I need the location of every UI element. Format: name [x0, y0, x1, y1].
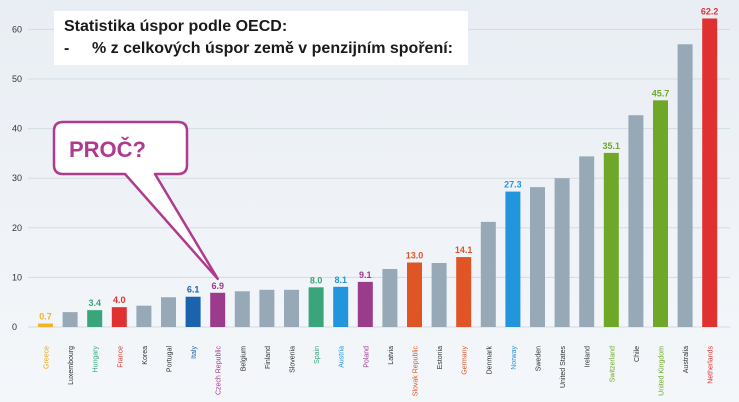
x-tick-label: Luxembourg — [68, 346, 75, 385]
bar-france — [111, 307, 127, 327]
x-tick-label: Sweden — [536, 346, 543, 371]
data-label: 35.1 — [603, 141, 621, 151]
data-label: 8.0 — [310, 275, 323, 285]
x-tick-label: Poland — [363, 346, 370, 368]
data-label: 9.1 — [359, 270, 372, 280]
data-label: 3.4 — [88, 298, 101, 308]
x-tick-label: Greece — [44, 346, 51, 369]
bar-estonia — [431, 263, 447, 327]
x-tick-label: Denmark — [486, 346, 493, 375]
data-label: 6.1 — [187, 285, 200, 295]
x-tick-label: France — [117, 346, 124, 368]
x-tick-label: Czech Republic — [216, 346, 223, 396]
data-label: 4.0 — [113, 295, 126, 305]
callout-text: PROČ? — [69, 137, 146, 162]
data-label: 13.0 — [406, 251, 424, 261]
bar-portugal — [161, 297, 176, 327]
bar-finland — [259, 289, 275, 327]
bar-latvia — [382, 268, 398, 327]
bar-belgium — [234, 291, 250, 327]
data-label: 14.1 — [455, 245, 473, 255]
bar-poland — [357, 281, 373, 327]
subtitle-text: % z celkových úspor země v penzijním spo… — [92, 40, 453, 57]
callout-bubble — [52, 120, 219, 281]
bar-hungary — [87, 310, 103, 327]
x-tick-label: Netherlands — [708, 346, 715, 384]
x-tick-label: Korea — [142, 346, 149, 365]
bar-ireland — [579, 156, 595, 327]
bar-korea — [136, 305, 152, 327]
y-tick-label: 0 — [12, 322, 17, 332]
x-tick-label: Austria — [339, 346, 346, 368]
x-tick-label: Hungary — [93, 346, 100, 373]
x-tick-label: Ireland — [585, 346, 592, 368]
x-tick-label: Slovenia — [290, 346, 297, 373]
data-label: 8.1 — [334, 275, 347, 285]
x-tick-label: Spain — [314, 346, 321, 364]
y-tick-label: 30 — [12, 173, 22, 183]
x-tick-label: Finland — [265, 346, 272, 369]
bar-greece — [38, 323, 53, 327]
bar-united-states — [554, 178, 570, 327]
x-tick-label: Belgium — [240, 346, 247, 371]
y-tick-label: 10 — [12, 272, 22, 282]
y-tick-label: 20 — [12, 223, 22, 233]
chart-subtitle: - % z celkových úspor země v penzijním sp… — [64, 38, 458, 60]
y-tick-label: 60 — [12, 24, 22, 34]
chart-title: Statistika úspor podle OECD: — [64, 18, 288, 35]
bar-netherlands — [702, 18, 718, 327]
bar-spain — [308, 287, 324, 327]
bar-switzerland — [603, 152, 619, 327]
x-tick-label: Italy — [191, 346, 198, 359]
bar-australia — [677, 44, 693, 327]
bar-sweden — [530, 187, 545, 327]
bar-italy — [185, 296, 201, 327]
x-tick-label: Norway — [511, 346, 518, 370]
x-tick-label: Germany — [462, 346, 469, 375]
bar-czech-republic — [210, 292, 226, 327]
data-label: 62.2 — [701, 6, 719, 16]
x-tick-label: Portugal — [167, 346, 174, 373]
x-tick-label: Latvia — [388, 346, 395, 365]
bar-luxembourg — [62, 312, 78, 327]
x-tick-label: Australia — [683, 346, 690, 373]
bar-norway — [505, 191, 521, 327]
data-label: 45.7 — [652, 88, 670, 98]
bar-chile — [628, 115, 644, 327]
data-label: 6.9 — [211, 281, 224, 291]
x-tick-label: Switzerland — [609, 346, 616, 382]
x-tick-label: Chile — [634, 346, 641, 362]
bar-united-kingdom — [653, 100, 668, 327]
data-label: 27.3 — [504, 180, 522, 190]
bar-germany — [456, 257, 472, 327]
bar-austria — [333, 286, 349, 327]
bar-denmark — [480, 221, 496, 327]
x-tick-label: United Kingdom — [659, 346, 666, 396]
chart-title-box: Statistika úspor podle OECD: - % z celkov… — [54, 11, 468, 65]
data-label: 0.7 — [39, 312, 52, 322]
x-tick-label: United States — [560, 346, 567, 389]
x-tick-label: Slovak Republic — [413, 346, 420, 397]
bar-slovak-republic — [407, 262, 422, 327]
x-tick-label: Estonia — [437, 346, 444, 369]
y-tick-label: 40 — [12, 124, 22, 134]
subtitle-bullet: - — [64, 40, 70, 57]
bar-slovenia — [284, 289, 299, 327]
y-tick-label: 50 — [12, 74, 22, 84]
